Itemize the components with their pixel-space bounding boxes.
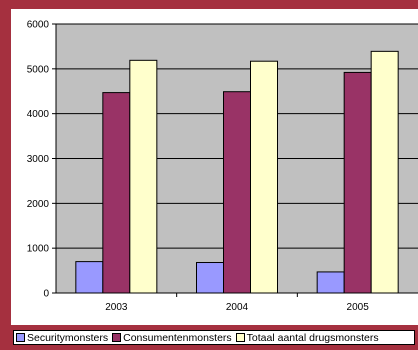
- legend-swatch: [16, 333, 25, 342]
- y-tick-label: 4000: [27, 109, 50, 120]
- y-tick-label: 5000: [27, 64, 50, 75]
- x-tick-label: 2003: [105, 302, 128, 313]
- bar-consumentenmonsters-2005: [343, 71, 372, 294]
- legend-swatch: [112, 333, 122, 342]
- y-tick-label: 6000: [27, 20, 50, 31]
- legend: Securitymonsters Consumentenmonsters Totaa…: [13, 330, 415, 345]
- legend-swatch: [235, 333, 245, 342]
- bar-consumentenmonsters-2003: [102, 92, 131, 294]
- legend-label: Totaal aantal drugsmonsters: [246, 331, 379, 344]
- bar-totaal-aantal-drugsmonsters-2005: [370, 50, 399, 294]
- legend-entry: Consumentenmonsters: [112, 332, 232, 344]
- bar-securitymonsters-2004: [196, 262, 224, 294]
- y-tick-label: 1000: [27, 244, 50, 255]
- y-tick-label: 3000: [27, 154, 50, 165]
- bar-securitymonsters-2003: [75, 261, 104, 294]
- y-tick-label: 0: [43, 289, 49, 300]
- bar-securitymonsters-2005: [316, 271, 345, 294]
- bar-totaal-aantal-drugsmonsters-2003: [129, 59, 158, 294]
- x-tick-label: 2005: [347, 302, 370, 313]
- legend-label: Consumentenmonsters: [123, 331, 232, 344]
- bar-totaal-aantal-drugsmonsters-2004: [250, 60, 278, 294]
- bar-consumentenmonsters-2004: [223, 91, 251, 294]
- legend-label: Securitymonsters: [27, 331, 109, 344]
- y-tick-label: 2000: [27, 199, 50, 210]
- legend-entry: Totaal aantal drugsmonsters: [235, 331, 379, 344]
- x-tick-label: 2004: [226, 302, 249, 313]
- legend-entry: Securitymonsters: [16, 332, 108, 344]
